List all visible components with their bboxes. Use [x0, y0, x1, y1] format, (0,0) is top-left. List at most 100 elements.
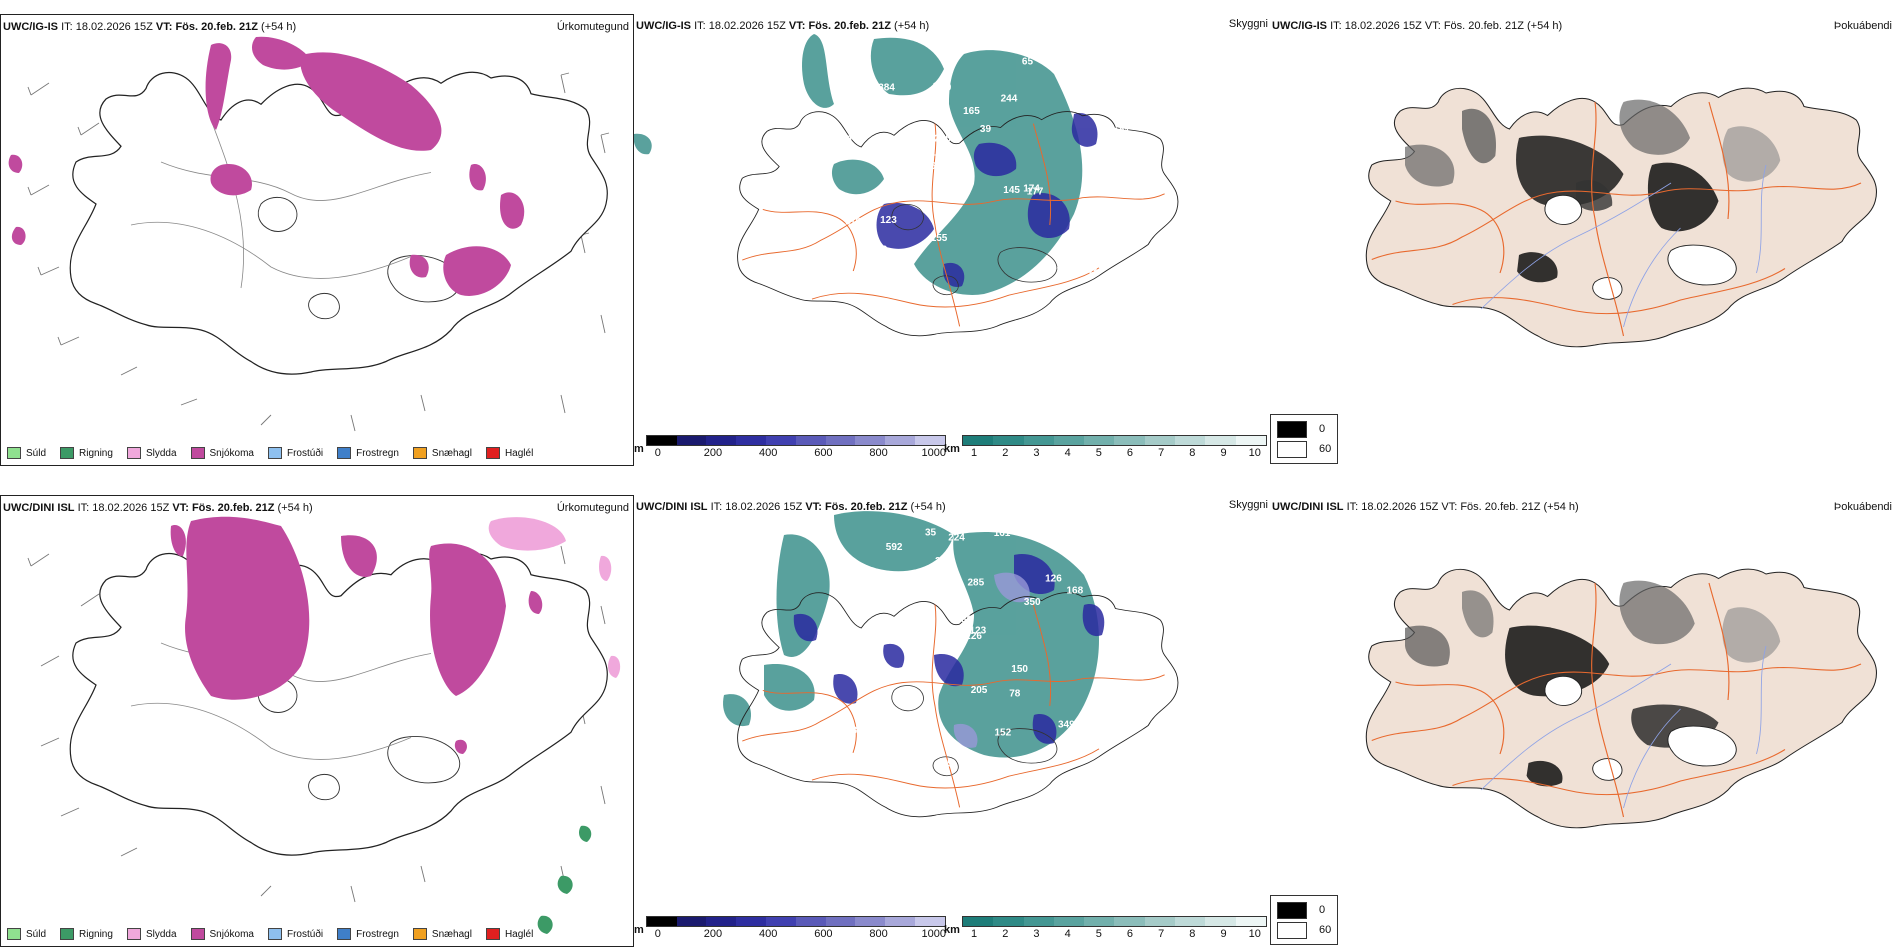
precip-header-top: UWC/IG-IS IT: 18.02.2026 15Z VT: Fös. 20… — [3, 21, 296, 33]
colorbar-tick: 200 — [703, 447, 723, 459]
cloud-base-label: 109 — [905, 111, 922, 122]
cloud-base-label: 262 — [935, 556, 952, 567]
legend-item: Haglél — [485, 447, 533, 459]
colorbar-cell — [1114, 917, 1145, 926]
colorbar-cell — [914, 917, 945, 926]
cloud-base-label: 109 — [842, 660, 859, 671]
precip-title: Úrkomutegund — [556, 502, 629, 514]
precip-header-bottom: UWC/DINI ISL IT: 18.02.2026 15Z VT: Fös.… — [3, 502, 313, 514]
colorbar-unit: m — [634, 924, 644, 936]
fog-panel-top: UWC/IG-IS IT: 18.02.2026 15Z VT: Fös. 20… — [1270, 14, 1900, 466]
cloud-map-top: 243 970 888 962 244 393 370 165 119 109 453 229 89 39… — [634, 34, 1179, 337]
colorbar-tick: 2 — [1002, 928, 1009, 940]
cloud-base-label: 349 — [1058, 719, 1075, 730]
cloud-base-label: 150 — [1011, 664, 1028, 675]
colorbar-tick: 800 — [869, 447, 888, 459]
colorbar-tick: 8 — [1189, 447, 1196, 459]
cloud-title: Skyggni — [1228, 18, 1268, 30]
legend-item: Frostúði — [267, 928, 323, 940]
cloud-base-label: 155 — [931, 233, 948, 244]
legend-swatch — [337, 447, 352, 459]
lead-time: (+54 h) — [894, 20, 930, 32]
colorbar-tick: 200 — [703, 928, 723, 940]
it-prefix: IT: — [710, 501, 723, 513]
colorbar-cell — [765, 436, 796, 445]
legend-item: Frostregn — [337, 447, 399, 459]
cloud-map-bottom: 826 812 592 126 205 368 200 178 168 350 706 236 78 22… — [723, 511, 1179, 818]
cloud-base-label: 706 — [837, 651, 854, 662]
fog-map-bottom — [1365, 568, 1878, 829]
fog-header-top: UWC/IG-IS IT: 18.02.2026 15Z VT: Fös. 20… — [1272, 20, 1562, 32]
fog-legend-row: 0 — [1277, 900, 1331, 920]
colorbar-tick: 4 — [1064, 447, 1071, 459]
vt-label: VT: Fös. 20.feb. 21Z — [172, 502, 275, 514]
it-prefix: IT: — [77, 502, 90, 514]
vt-label: VT: Fös. 20.feb. 21Z — [805, 501, 908, 513]
cloud-base-label: 243 — [1081, 266, 1098, 277]
colorbar-unit: m — [634, 443, 644, 455]
fog-legend-swatch — [1277, 921, 1307, 939]
cloud-base-label: 78 — [1009, 688, 1021, 699]
fog-panel-bottom: UWC/DINI ISL IT: 18.02.2026 15Z VT: Fös.… — [1270, 495, 1900, 947]
cloud-title: Skyggni — [1228, 499, 1268, 511]
road-network — [1371, 101, 1862, 337]
cloud-base-label: 190 — [931, 147, 948, 158]
cloud-panel-bottom: 826 812 592 126 205 368 200 178 168 350 706 236 78 22… — [634, 495, 1270, 947]
legend-swatch — [412, 928, 427, 940]
colorbar-tick: 3 — [1033, 928, 1040, 940]
road-network — [1371, 582, 1862, 818]
colorbar-tick: 0 — [654, 928, 661, 940]
cloud-base-label: 970 — [835, 135, 852, 146]
colorbar-tick: 1000 — [921, 447, 947, 459]
cloud-base-label: 826 — [852, 725, 869, 736]
fog-header-bottom: UWC/DINI ISL IT: 18.02.2026 15Z VT: Fös.… — [1272, 501, 1579, 513]
colorbar-tick: 9 — [1220, 447, 1227, 459]
cloudbase-colorbar-bottom: m 0 200 400 600 800 1000 — [634, 916, 946, 940]
legend-item: Súld — [7, 928, 46, 940]
colorbar-tick: 600 — [814, 928, 833, 940]
lead-time: (+54 h) — [277, 502, 313, 514]
colorbar-cell — [825, 917, 856, 926]
colorbar-cell — [706, 436, 737, 445]
cloudbase-light — [953, 572, 1030, 748]
precip-map-bottom — [27, 516, 621, 934]
cloud-base-label: 126 — [1045, 574, 1062, 585]
it-value: 18.02.2026 15Z — [1344, 20, 1422, 32]
colorbar-unit: km — [944, 443, 960, 455]
cloud-base-label: 161 — [994, 528, 1011, 539]
colorbar-cell — [1084, 917, 1115, 926]
legend-swatch — [485, 447, 500, 459]
lead-time: (+54 h) — [261, 21, 297, 33]
precip-title: Úrkomutegund — [556, 21, 629, 33]
river-network — [1480, 645, 1767, 809]
legend-swatch — [60, 447, 75, 459]
snow-areas — [170, 516, 543, 754]
cloud-base-label: 119 — [845, 217, 862, 228]
colorbar-cell — [706, 917, 737, 926]
colorbar-cell — [1205, 436, 1236, 445]
colorbar-unit: km — [944, 924, 960, 936]
cloud-base-label: 205 — [971, 685, 988, 696]
colorbar-cell — [993, 917, 1024, 926]
colorbar-cell — [1144, 917, 1175, 926]
model-name: UWC/DINI ISL — [3, 502, 75, 514]
cloud-base-label: 217 — [871, 698, 888, 709]
cloud-base-label: 317 — [1057, 266, 1074, 277]
legend-swatch — [190, 928, 205, 940]
colorbar-tick: 6 — [1126, 928, 1134, 940]
colorbar-tick: 4 — [1064, 928, 1071, 940]
it-prefix: IT: — [61, 21, 73, 33]
legend-item: Frostregn — [337, 928, 399, 940]
fog-legend-row: 0 — [1277, 419, 1331, 439]
colorbar-cell — [1174, 436, 1206, 445]
legend-item: Slydda — [126, 447, 177, 459]
vt-label: VT: Fös. 20.feb. 21Z — [1424, 20, 1524, 32]
cloud-base-label: 229 — [871, 245, 888, 256]
fog-legend-swatch — [1277, 440, 1307, 458]
cloud-base-label: 370 — [933, 82, 950, 93]
cloud-header-bottom: UWC/DINI ISL IT: 18.02.2026 15Z VT: Fös.… — [636, 501, 946, 513]
colorbar-cell — [825, 436, 856, 445]
colorbar-tick: 3 — [1033, 447, 1040, 459]
it-value: 18.02.2026 15Z — [725, 501, 803, 513]
cloud-base-label: 244 — [1001, 94, 1018, 105]
